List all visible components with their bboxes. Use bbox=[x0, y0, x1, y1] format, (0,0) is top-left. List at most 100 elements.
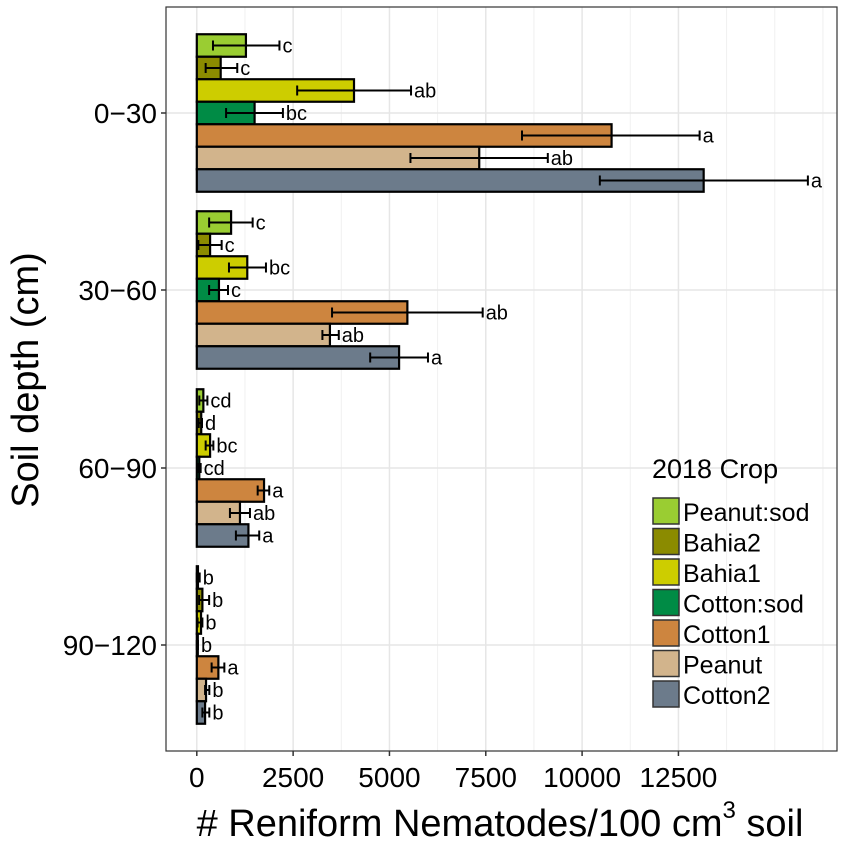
significance-letter: b bbox=[212, 590, 223, 612]
legend-item-cotton2: Cotton2 bbox=[652, 680, 771, 710]
significance-letter: b bbox=[212, 680, 223, 702]
significance-letter: ab bbox=[486, 303, 508, 325]
bar-cotton2-1 bbox=[195, 345, 401, 370]
x-axis-title: # Reniform Nematodes/100 cm3 soil bbox=[197, 797, 804, 845]
significance-letter: a bbox=[431, 348, 443, 370]
error-bar bbox=[208, 285, 230, 295]
bar-cotton1-2 bbox=[195, 478, 266, 503]
error-bar bbox=[331, 307, 484, 318]
error-bar bbox=[225, 108, 284, 118]
error-bar bbox=[204, 63, 239, 73]
significance-letter: c bbox=[282, 36, 292, 58]
significance-letter: ab bbox=[342, 325, 364, 347]
error-bar bbox=[197, 418, 204, 428]
significance-letter: d bbox=[205, 413, 216, 435]
legend-swatch bbox=[652, 649, 680, 678]
error-bar bbox=[196, 617, 204, 628]
significance-letter: bc bbox=[269, 258, 290, 280]
error-bar bbox=[197, 240, 223, 250]
error-bar bbox=[201, 707, 211, 718]
error-bar bbox=[296, 85, 413, 96]
x-axis-title-superscript: 3 bbox=[722, 797, 735, 824]
legend-item-bahia1: Bahia1 bbox=[652, 558, 761, 588]
legend-swatch bbox=[652, 588, 680, 617]
error-bar bbox=[211, 40, 281, 51]
legend-swatch bbox=[652, 619, 680, 647]
error-bar bbox=[204, 440, 215, 451]
x-axis-title-suffix: soil bbox=[736, 803, 804, 845]
significance-letter: c bbox=[225, 235, 235, 257]
error-bars bbox=[195, 40, 809, 718]
significance-letter: bc bbox=[286, 103, 307, 125]
error-bar bbox=[321, 330, 340, 340]
significance-letter: a bbox=[811, 171, 823, 193]
significance-letter: a bbox=[227, 658, 239, 680]
significance-letter: c bbox=[231, 280, 241, 302]
y-tick-label: 0−30 bbox=[94, 98, 157, 129]
significance-letter: b bbox=[201, 635, 212, 657]
significance-letter: b bbox=[203, 568, 214, 590]
error-bar bbox=[195, 640, 199, 650]
error-bar bbox=[198, 395, 209, 406]
significance-letter: a bbox=[262, 526, 274, 548]
significance-letter: b bbox=[205, 613, 216, 635]
significance-letter: cd bbox=[204, 458, 225, 480]
error-bar bbox=[204, 685, 211, 695]
significance-letter: c bbox=[256, 213, 266, 235]
legend-label: Cotton2 bbox=[683, 682, 771, 710]
significance-letter: cd bbox=[210, 391, 231, 413]
panel-border bbox=[165, 6, 838, 752]
x-tick-label: 0 bbox=[189, 762, 205, 793]
legend-item-cotton1: Cotton1 bbox=[652, 619, 771, 649]
x-tick-label: 10000 bbox=[543, 762, 621, 793]
error-bar bbox=[598, 175, 809, 186]
error-bar bbox=[198, 595, 211, 605]
significance-letter: c bbox=[240, 58, 250, 80]
significance-letter: b bbox=[212, 703, 223, 725]
significance-letter: ab bbox=[414, 81, 436, 103]
y-tick-label: 60−90 bbox=[78, 453, 157, 484]
error-bar bbox=[196, 463, 202, 473]
error-bar bbox=[210, 662, 226, 673]
error-bar bbox=[228, 508, 251, 518]
legend-swatch bbox=[652, 527, 680, 556]
legend-item-peanut-sod: Peanut:sod bbox=[652, 497, 810, 527]
significance-letter: ab bbox=[551, 148, 573, 170]
legend-swatch bbox=[652, 497, 680, 525]
significance-letter: a bbox=[703, 126, 715, 148]
x-tick-label: 12500 bbox=[639, 762, 717, 793]
legend-item-bahia2: Bahia2 bbox=[652, 527, 761, 558]
significance-letter: ab bbox=[253, 503, 275, 525]
error-bar bbox=[369, 352, 429, 363]
bar-peanut-1 bbox=[195, 322, 332, 348]
legend-swatch bbox=[652, 680, 680, 708]
significance-letter: bc bbox=[216, 436, 237, 458]
legend-label: Cotton:sod bbox=[683, 591, 804, 619]
legend-label: Cotton1 bbox=[683, 621, 771, 649]
x-tick-label: 5000 bbox=[358, 762, 420, 793]
y-axis: 0−30 30−60 60−90 90−120 bbox=[63, 98, 166, 661]
legend-label: Peanut:sod bbox=[683, 499, 810, 527]
error-bar bbox=[195, 572, 201, 583]
y-axis-title: Soil depth (cm) bbox=[5, 252, 47, 508]
y-tick-label: 30−60 bbox=[78, 275, 157, 306]
error-bar bbox=[520, 130, 701, 141]
significance-letter: a bbox=[272, 481, 284, 503]
x-axis: 0 2500 5000 7500 10000 12500 bbox=[189, 751, 717, 793]
error-bar bbox=[208, 217, 254, 228]
legend-item-peanut: Peanut bbox=[652, 649, 762, 680]
x-axis-title-main: # Reniform Nematodes/100 cm bbox=[197, 803, 723, 845]
x-tick-label: 2500 bbox=[262, 762, 324, 793]
error-bar bbox=[256, 485, 271, 496]
legend-label: Peanut bbox=[683, 652, 762, 680]
error-bar bbox=[409, 153, 549, 163]
legend-item-cotton-sod: Cotton:sod bbox=[652, 588, 804, 619]
error-bar bbox=[227, 262, 267, 273]
y-tick-label: 90−120 bbox=[63, 630, 157, 661]
error-bar bbox=[234, 530, 261, 541]
legend-label: Bahia2 bbox=[683, 530, 761, 558]
legend-swatch bbox=[652, 558, 680, 586]
